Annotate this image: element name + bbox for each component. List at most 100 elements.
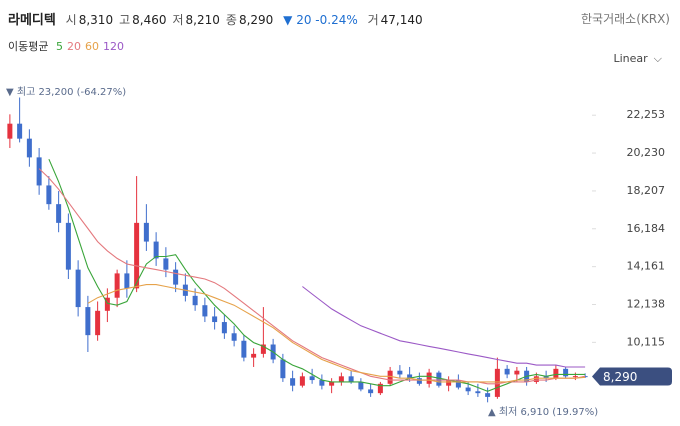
- volume-value: 47,140: [380, 13, 423, 27]
- quote-label: 고: [119, 13, 131, 27]
- candle-body: [436, 372, 442, 386]
- candle-body: [134, 222, 140, 289]
- candle-body: [533, 376, 539, 382]
- candle-body: [514, 370, 520, 375]
- y-tick-label: 16,184: [627, 222, 666, 235]
- candle-body: [397, 370, 403, 375]
- candle-body: [75, 269, 81, 308]
- candle-body: [504, 368, 510, 375]
- legend-entry: 20: [66, 40, 81, 53]
- candle-body: [192, 295, 198, 306]
- candle-body: [163, 258, 169, 270]
- candle-body: [309, 376, 315, 381]
- candle-body: [494, 368, 500, 397]
- candle-body: [26, 138, 32, 158]
- candle-body: [221, 322, 227, 334]
- candle-body: [56, 204, 62, 223]
- quote-value: 8,460: [132, 13, 167, 27]
- candle-body: [65, 222, 71, 270]
- candle-body: [124, 273, 130, 289]
- ma-line: [48, 158, 586, 392]
- quote-bar: 라메디텍 시 8,310 고 8,460 저 8,210 종 8,290 ▼ 20 -0.24…: [8, 9, 429, 28]
- candle-body: [416, 378, 422, 384]
- ma-line: [302, 286, 586, 368]
- exchange: 한국거래소(KRX): [581, 12, 670, 26]
- change-arrow: ▼: [283, 13, 293, 27]
- candle-body: [202, 305, 208, 317]
- candle-body: [241, 340, 247, 358]
- candle-body: [426, 372, 432, 384]
- y-tick-label: 20,230: [627, 146, 666, 159]
- candle-body: [407, 374, 413, 379]
- candle-body: [290, 378, 296, 386]
- y-tick-label: 10,115: [627, 335, 666, 348]
- candle-body: [114, 273, 120, 298]
- candle-body: [485, 393, 491, 397]
- candle-body: [319, 380, 325, 386]
- candle-body: [387, 370, 393, 384]
- candle-body: [543, 376, 549, 379]
- candle-body: [173, 269, 179, 285]
- candle-body: [104, 297, 110, 311]
- volume-label: 거: [367, 13, 379, 27]
- candle-body: [348, 376, 354, 382]
- y-tick-label: 12,138: [627, 297, 666, 310]
- candle-body: [143, 222, 149, 242]
- scale-selector[interactable]: Linear ⌵: [613, 52, 662, 66]
- min-annotation: ▲ 최저 6,910 (19.97%): [488, 406, 598, 418]
- quote-label: 저: [172, 13, 184, 27]
- candle-body: [553, 368, 559, 379]
- stock-name: 라메디텍: [8, 13, 56, 28]
- quote-label: 종: [225, 13, 237, 27]
- quote-list: 시 8,310 고 8,460 저 8,210 종 8,290: [66, 13, 280, 27]
- candle-body: [251, 353, 257, 358]
- ma-legend[interactable]: 이동평균 5 20 60 120: [8, 38, 128, 54]
- candle-body: [95, 310, 101, 336]
- candle-body: [299, 376, 305, 386]
- change-percent: -0.24%: [315, 13, 358, 27]
- quote-value: 8,310: [78, 13, 114, 27]
- candle-body: [212, 316, 218, 323]
- candle-body: [338, 376, 344, 382]
- ma-line: [38, 168, 586, 385]
- scale-label: Linear: [613, 52, 648, 65]
- candle-body: [377, 383, 383, 394]
- candle-body: [572, 376, 578, 378]
- price-tag-label: 8,290: [603, 370, 637, 384]
- change: ▼ 20 -0.24%: [283, 13, 358, 27]
- change-value: 20: [296, 13, 312, 27]
- dropdown-caret: ⌵: [653, 52, 662, 65]
- candle-body: [46, 185, 52, 205]
- candle-body: [475, 391, 481, 394]
- y-tick-label: 22,253: [627, 108, 666, 121]
- legend-entry: 60: [84, 40, 99, 53]
- ma-line: [87, 284, 586, 383]
- legend-title: 이동평균: [8, 40, 49, 53]
- candle-body: [280, 359, 286, 379]
- candle-body: [446, 380, 452, 386]
- quote-value: 8,210: [185, 13, 220, 27]
- candle-body: [563, 368, 569, 377]
- candle-body: [153, 241, 159, 259]
- candle-body: [260, 344, 266, 354]
- candle-body: [36, 157, 42, 186]
- legend-entry: 5: [55, 40, 63, 53]
- candle-body: [85, 307, 91, 336]
- candle-body: [368, 389, 374, 394]
- y-tick-label: 18,207: [627, 184, 666, 197]
- quote-value: 8,290: [238, 13, 274, 27]
- candle-body: [465, 387, 471, 392]
- quote-label: 시: [65, 13, 77, 27]
- max-annotation: ▼ 최고 23,200 (-64.27%): [6, 86, 126, 98]
- y-tick-label: 14,161: [627, 260, 666, 273]
- candle-body: [329, 381, 335, 386]
- legend-entry: 120: [102, 40, 124, 53]
- candle-body: [7, 123, 13, 139]
- price-tag: [592, 367, 672, 386]
- candle-body: [17, 123, 23, 139]
- candle-body: [231, 333, 237, 341]
- candle-body: [358, 381, 364, 390]
- candle-body: [455, 380, 461, 388]
